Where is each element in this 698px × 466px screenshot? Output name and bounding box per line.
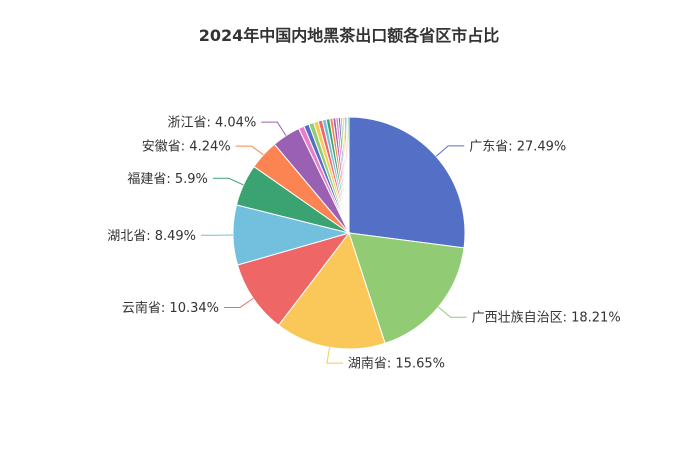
slice-label-3: 湖南省: 15.65% [348,356,445,372]
pie-slice-minor-24[interactable] [347,116,350,234]
slice-label-6: 福建省: 5.9% [127,172,208,187]
leader-line-4 [224,297,254,308]
slice-label-1: 广东省: 27.49% [469,139,566,154]
pie-slice-4[interactable] [236,232,351,326]
chart-title: 2024年中国内地黑茶出口额各省区市占比 [198,26,500,45]
slice-label-2: 广西壮族自治区: 18.21% [472,310,621,326]
leader-line-1 [435,145,465,157]
leader-line-3 [326,347,343,364]
leader-line-8 [261,121,287,136]
leader-line-2 [437,306,467,318]
slice-label-7: 安徽省: 4.24% [142,140,231,155]
leader-line-6 [212,177,244,186]
pie-slice-1[interactable] [348,116,466,249]
slice-label-8: 浙江省: 4.04% [167,116,256,131]
pie-slice-2[interactable] [348,232,465,344]
pie-slice-3[interactable] [277,231,386,350]
leader-line-7 [235,145,264,156]
slice-label-5: 湖北省: 8.49% [107,229,196,244]
slice-label-4: 云南省: 10.34% [122,300,219,316]
